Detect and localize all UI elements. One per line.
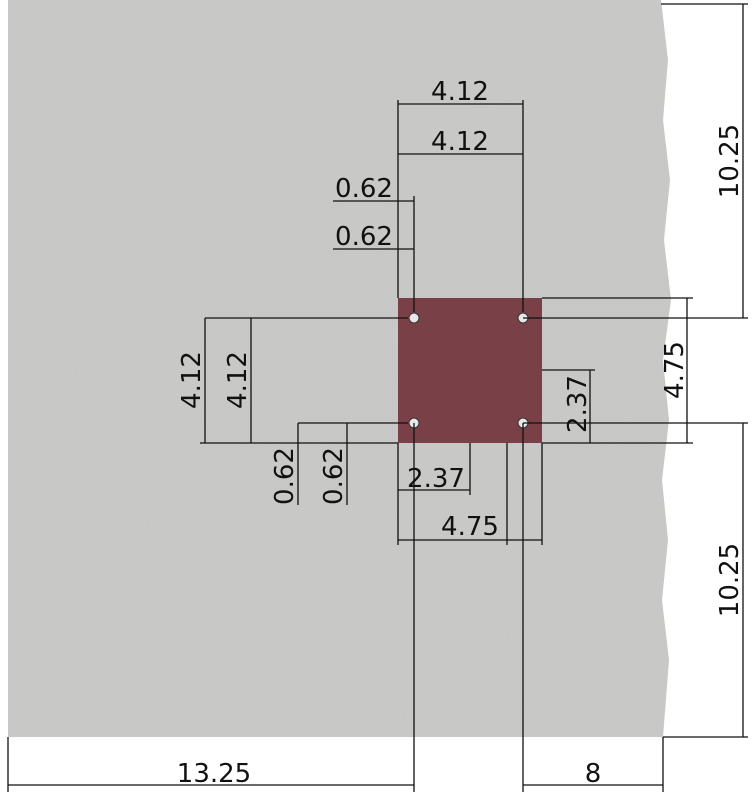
dim-edge-top-2: 0.62 [335,222,393,252]
dim-left-inner: 4.12 [223,351,253,409]
dim-edge-bottom-2: 0.62 [319,447,349,505]
dim-right-lower: 10.25 [715,543,745,617]
dimension-lines [7,3,748,792]
dim-right-upper: 10.25 [715,124,745,198]
dim-full-width: 4.75 [441,512,499,542]
dim-top-outer: 4.12 [431,77,489,107]
steel-base-plate [398,298,542,443]
dim-bottom-left: 13.25 [177,759,251,789]
dim-full-height: 4.75 [660,341,690,399]
dim-top-inner: 4.12 [431,127,489,157]
dim-half-width: 2.37 [407,464,465,494]
dim-edge-bottom-1: 0.62 [270,447,300,505]
dim-edge-top-1: 0.62 [335,174,393,204]
dim-bottom-right: 8 [585,759,602,789]
concrete-texture [8,0,671,737]
bolt-hole [408,312,420,324]
dim-left-outer: 4.12 [177,351,207,409]
dim-half-height: 2.37 [563,375,593,433]
